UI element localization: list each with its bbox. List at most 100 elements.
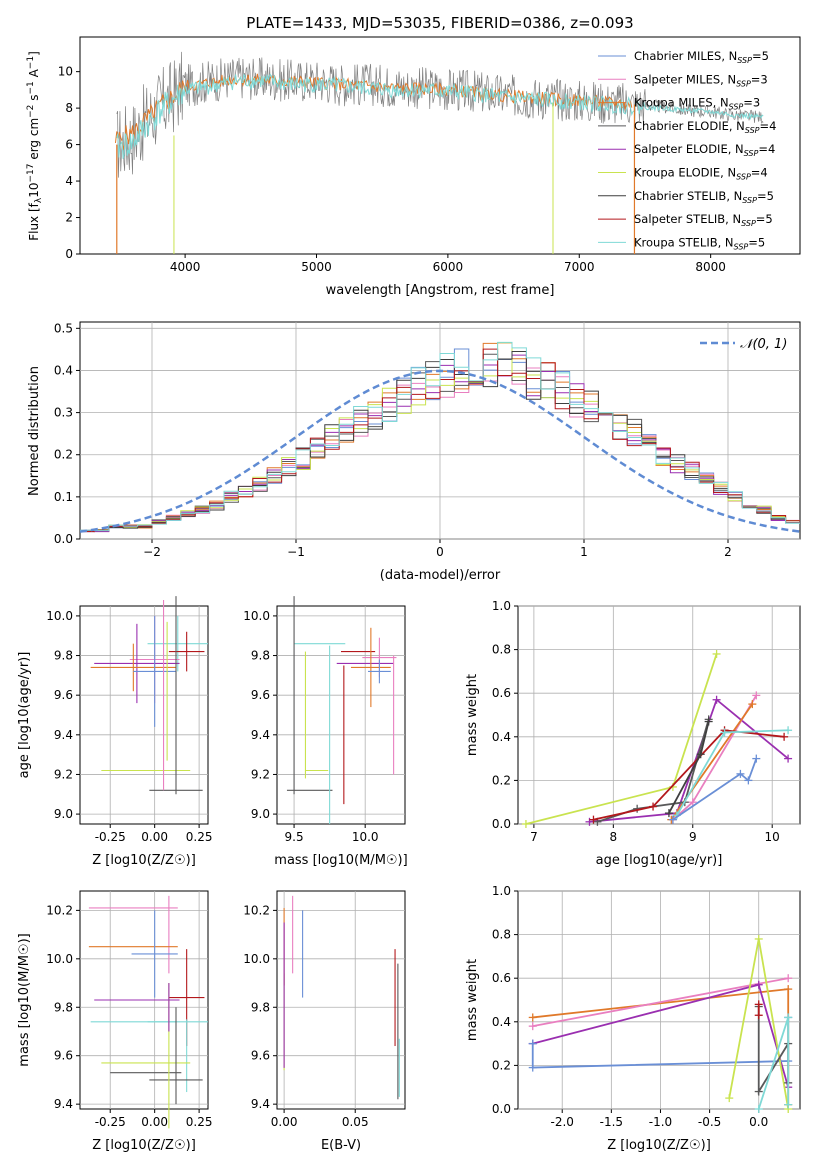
- age-vs-z-xlabel: Z [log10(Z/Z☉)]: [92, 853, 196, 868]
- legend-entry: Salpeter MILES, NSSP=3: [634, 72, 768, 88]
- mass-vs-z-plot-area: -0.25 0.00 0.25 9.4 9.6 9.8 10.0 10.2: [46, 891, 212, 1129]
- x-tick-label: 0.25: [186, 830, 213, 844]
- x-tick-label: 10.0: [352, 830, 379, 844]
- weight-vs-age-xlabel: age [log10(age/yr)]: [596, 853, 723, 868]
- y-tick-label: 9.4: [251, 728, 270, 742]
- mass-vs-ebv-panel: 0.00 0.05 9.4 9.6 9.8 10.0 10.2 E(B-V): [243, 890, 406, 1153]
- x-tick-label: 7: [530, 830, 538, 844]
- y-tick-label: 9.2: [251, 767, 270, 781]
- weight-vs-age-ylabel: mass weight: [465, 674, 480, 756]
- y-tick-label: 0.4: [54, 363, 73, 377]
- age-vs-mass-xlabel: mass [log10(M/M☉)]: [274, 853, 407, 868]
- y-tick-label: 9.0: [54, 807, 73, 821]
- y-tick-label: 0.0: [492, 1102, 511, 1116]
- weight-vs-z-axes-frame: [517, 890, 801, 1110]
- x-tick-label: -1.5: [600, 1115, 623, 1129]
- spectrum-series-group: [114, 51, 764, 254]
- spectrum-plot-area: 4000 5000 6000 7000 8000 0 2 4 6 8 10: [58, 51, 764, 274]
- legend-entry: Chabrier STELIB, NSSP=5: [634, 189, 774, 205]
- x-tick-label: 10: [765, 830, 780, 844]
- mass-vs-ebv-axes-frame: [276, 890, 406, 1110]
- y-tick-label: 9.4: [54, 728, 73, 742]
- y-tick-label: 0.1: [54, 490, 73, 504]
- y-tick-label: 8: [65, 101, 73, 115]
- y-tick-label: 0.4: [492, 730, 511, 744]
- histogram-step-line: [80, 348, 800, 532]
- legend-entry: Kroupa STELIB, NSSP=5: [634, 235, 765, 251]
- spectrum-ylabel: Flux [fλ10−17 erg cm−2 s−1 A−1]: [26, 51, 44, 241]
- y-tick-label: 0.4: [492, 1015, 511, 1029]
- kroupa-stelib-model-line: [116, 73, 764, 159]
- y-tick-label: 10.0: [243, 952, 270, 966]
- histogram-step-line: [80, 341, 800, 532]
- y-tick-label: 9.4: [251, 1097, 270, 1111]
- x-tick-label: 0.00: [141, 830, 168, 844]
- y-tick-label: 0.0: [492, 817, 511, 831]
- age-vs-mass-panel: 9.5 10.0 9.0 9.2 9.4 9.6 9.8 10.0 mass [log10(M…: [243, 596, 408, 868]
- residual-panel: −2 −1 0 1 2 0.0 0.1 0.2 0.3 0.4 0.5 𝒩(0, 1) (data-…: [27, 321, 801, 583]
- y-tick-label: 0.0: [54, 532, 73, 546]
- residual-series-group: [80, 341, 800, 533]
- y-tick-label: 9.8: [251, 649, 270, 663]
- y-tick-label: 9.8: [54, 649, 73, 663]
- x-tick-label: 9.5: [285, 830, 304, 844]
- y-tick-label: 9.8: [251, 1000, 270, 1014]
- legend-entry: Salpeter ELODIE, NSSP=4: [634, 142, 775, 158]
- x-tick-label: 4000: [170, 260, 201, 274]
- x-tick-label: 0.00: [141, 1115, 168, 1129]
- weight-line: [532, 977, 789, 1028]
- observed-spectrum-line: [116, 51, 764, 178]
- x-tick-label: -1.0: [649, 1115, 672, 1129]
- weight-vs-age-axes-frame: [517, 605, 801, 825]
- age-vs-z-plot-area: -0.25 0.00 0.25 9.0 9.2 9.4 9.6 9.8 10.0: [46, 596, 212, 844]
- y-tick-label: 9.4: [54, 1097, 73, 1111]
- x-tick-label: −1: [287, 545, 305, 559]
- x-tick-label: 8: [610, 830, 618, 844]
- residual-xlabel: (data-model)/error: [380, 568, 501, 583]
- x-tick-label: 1: [580, 545, 588, 559]
- y-tick-label: 10.0: [243, 609, 270, 623]
- age-vs-z-panel: -0.25 0.00 0.25 9.0 9.2 9.4 9.6 9.8 10.0 Z [log1…: [17, 596, 212, 868]
- y-tick-label: 10.0: [46, 952, 73, 966]
- y-tick-label: 9.6: [54, 688, 73, 702]
- kroupa-miles-model-line: [114, 73, 633, 151]
- x-tick-label: 0.0: [749, 1115, 768, 1129]
- y-tick-label: 1.0: [492, 599, 511, 613]
- mass-vs-z-ylabel: mass [log10(M/M☉)]: [17, 933, 32, 1066]
- weight-vs-z-panel: -2.0 -1.5 -1.0 -0.5 0.0 0.0 0.2 0.4 0.6 0.8 1.0 Z …: [465, 884, 801, 1153]
- x-tick-label: 2: [724, 545, 732, 559]
- y-tick-label: 10.2: [243, 903, 270, 917]
- age-vs-z-ylabel: age [log10(age/yr)]: [17, 652, 32, 779]
- mass-vs-ebv-xlabel: E(B-V): [321, 1138, 361, 1153]
- age-vs-z-axes-frame: [79, 605, 209, 825]
- weight-vs-z-plot-area: -2.0 -1.5 -1.0 -0.5 0.0 0.0 0.2 0.4 0.6 0.8 1.0: [492, 884, 800, 1129]
- y-tick-label: 0.6: [492, 686, 511, 700]
- y-tick-label: 1.0: [492, 884, 511, 898]
- weight-line: [593, 729, 785, 821]
- x-tick-label: 9: [689, 830, 697, 844]
- x-tick-label: 6000: [433, 260, 464, 274]
- legend-entry: Kroupa MILES, NSSP=3: [634, 96, 760, 112]
- y-tick-label: 0.6: [492, 971, 511, 985]
- y-tick-label: 4: [65, 174, 73, 188]
- y-tick-label: 9.8: [54, 1000, 73, 1014]
- y-tick-label: 0.2: [492, 1058, 511, 1072]
- x-tick-label: 5000: [301, 260, 332, 274]
- y-tick-label: 0.3: [54, 406, 73, 420]
- weight-line: [672, 758, 758, 821]
- weight-vs-z-xlabel: Z [log10(Z/Z☉)]: [607, 1138, 711, 1153]
- gaussian-curve: [80, 369, 800, 533]
- spectrum-legend: Chabrier MILES, NSSP=5 Salpeter MILES, NS…: [598, 49, 776, 251]
- weight-vs-age-panel: 7 8 9 10 0.0 0.2 0.4 0.6 0.8 1.0 age [log10(age/y…: [465, 599, 801, 868]
- age-vs-mass-plot-area: 9.5 10.0 9.0 9.2 9.4 9.6 9.8 10.0: [243, 596, 405, 844]
- y-tick-label: 10.0: [46, 609, 73, 623]
- residual-legend: 𝒩(0, 1): [700, 337, 787, 352]
- x-tick-label: 0.00: [271, 1115, 298, 1129]
- gaussian-legend-label: 𝒩(0, 1): [740, 337, 787, 352]
- x-tick-label: -0.5: [698, 1115, 721, 1129]
- x-tick-label: -0.25: [95, 1115, 126, 1129]
- weight-vs-age-plot-area: 7 8 9 10 0.0 0.2 0.4 0.6 0.8 1.0: [492, 599, 800, 844]
- y-tick-label: 2: [65, 211, 73, 225]
- x-tick-label: -2.0: [551, 1115, 574, 1129]
- legend-entry: Salpeter STELIB, NSSP=5: [634, 212, 773, 228]
